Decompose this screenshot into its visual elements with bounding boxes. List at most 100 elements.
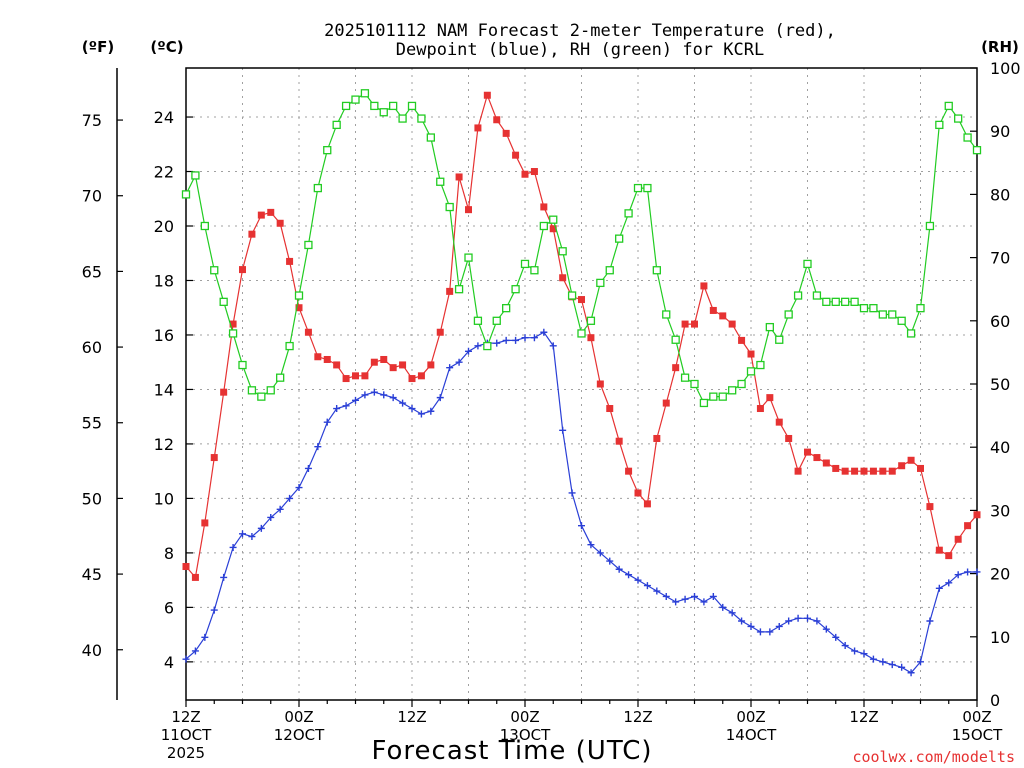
- dewpoint-point: [304, 464, 312, 472]
- temperature-point: [794, 467, 802, 475]
- dewpoint-point: [860, 650, 868, 658]
- rh-point: [784, 310, 793, 319]
- dewpoint-point: [502, 336, 510, 344]
- dewpoint-series: [182, 328, 981, 677]
- temperature-point: [446, 287, 454, 295]
- rh-point: [511, 285, 520, 294]
- rh-point: [643, 183, 652, 193]
- x-tick-label: 12Z: [397, 708, 426, 726]
- rh-point: [200, 221, 209, 231]
- x-tick-label: 12Z: [171, 708, 200, 726]
- rh-point: [228, 329, 238, 338]
- temperature-point: [417, 372, 425, 380]
- temperature-point: [352, 372, 359, 380]
- dewpoint-point: [935, 584, 943, 592]
- rh-point: [690, 379, 699, 389]
- celsius-tick-label: 12: [154, 435, 174, 454]
- series-layer: [181, 89, 982, 677]
- rh-point: [257, 392, 266, 401]
- rh-point: [502, 304, 511, 313]
- temperature-point: [672, 364, 680, 372]
- dewpoint-point: [182, 655, 190, 663]
- temperature-point: [333, 361, 341, 369]
- rh-tick-label: 100: [990, 59, 1021, 78]
- rh-point: [728, 386, 737, 395]
- temperature-point: [813, 454, 821, 462]
- dewpoint-point: [465, 347, 472, 355]
- rh-point: [944, 101, 953, 111]
- rh-point: [454, 285, 464, 294]
- dewpoint-point: [220, 573, 228, 581]
- dewpoint-point: [728, 609, 736, 617]
- temperature-point: [276, 219, 284, 227]
- temperature-point: [869, 467, 877, 475]
- rh-point: [266, 386, 275, 395]
- dewpoint-point: [973, 568, 981, 576]
- rh-point: [426, 133, 435, 142]
- dewpoint-point: [785, 617, 793, 625]
- dewpoint-point: [267, 513, 275, 521]
- dewpoint-point: [276, 505, 284, 513]
- dewpoint-point: [210, 606, 218, 614]
- dewpoint-point: [756, 628, 764, 636]
- dewpoint-point: [549, 342, 557, 350]
- temperature-point: [380, 355, 388, 363]
- rh-point: [247, 386, 257, 395]
- rh-point: [549, 215, 558, 224]
- dewpoint-point: [964, 568, 972, 576]
- rh-point: [219, 297, 228, 306]
- dewpoint-point: [596, 549, 604, 557]
- rh-point: [379, 108, 388, 117]
- rh-point: [822, 297, 831, 306]
- fahrenheit-axis-unit: (ºF): [82, 38, 114, 56]
- temperature-point: [474, 124, 482, 132]
- rh-point: [294, 291, 304, 300]
- rh-point: [586, 316, 596, 325]
- dewpoint-point: [521, 334, 529, 342]
- temperature-point: [606, 405, 614, 413]
- temperature-point: [493, 116, 501, 124]
- temperature-point: [399, 361, 407, 369]
- temperature-point: [832, 464, 840, 472]
- rh-point: [417, 114, 426, 123]
- rh-tick-label: 90: [990, 122, 1010, 141]
- temperature-point: [879, 467, 887, 475]
- temperature-point: [860, 467, 868, 475]
- rh-point: [765, 322, 774, 332]
- dewpoint-point: [926, 617, 934, 625]
- temperature-point: [700, 282, 708, 290]
- dewpoint-point: [286, 494, 294, 502]
- x-tick-label: 11OCT: [161, 726, 212, 744]
- rh-point: [558, 247, 567, 256]
- rh-point: [520, 259, 530, 269]
- temperature-point: [785, 434, 793, 442]
- temperature-point: [304, 328, 312, 336]
- dewpoint-point: [625, 571, 633, 579]
- rh-point: [746, 367, 756, 376]
- celsius-tick-label: 18: [154, 271, 174, 290]
- fahrenheit-tick-label: 40: [82, 641, 102, 660]
- temperature-point: [954, 535, 962, 543]
- temperature-point: [898, 462, 906, 470]
- rh-point: [323, 146, 332, 155]
- temperature-point: [578, 296, 585, 304]
- dewpoint-point: [342, 402, 350, 410]
- temperature-point: [653, 434, 661, 442]
- temperature-point: [248, 230, 256, 238]
- temperature-point: [465, 206, 472, 214]
- rh-point: [181, 190, 191, 199]
- rh-point: [906, 329, 916, 338]
- rh-point: [304, 240, 313, 250]
- temperature-point: [596, 380, 604, 388]
- x-tick-label: 14OCT: [726, 726, 777, 744]
- celsius-tick-label: 8: [164, 544, 174, 563]
- rh-point: [878, 310, 887, 319]
- celsius-tick-label: 20: [154, 217, 174, 236]
- rh-point: [633, 183, 643, 193]
- temperature-point: [681, 320, 689, 328]
- temperature-point: [286, 257, 294, 265]
- rh-point: [210, 266, 219, 275]
- rh-point: [812, 291, 822, 300]
- dewpoint-point: [417, 410, 425, 418]
- dewpoint-point: [917, 658, 924, 666]
